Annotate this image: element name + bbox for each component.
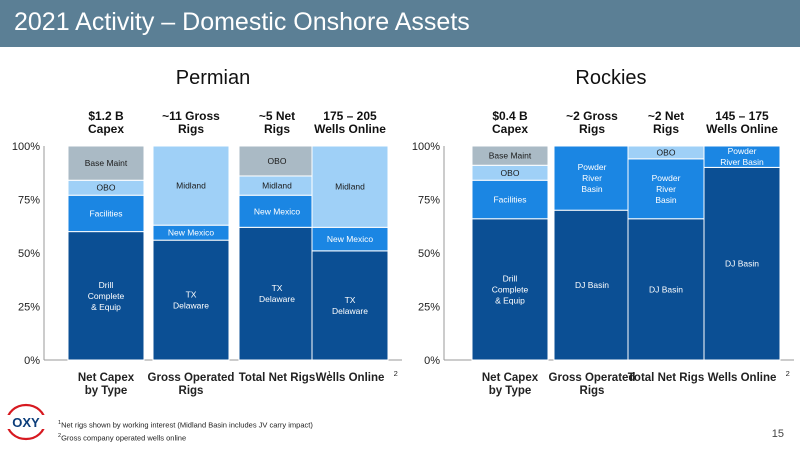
bar-segment bbox=[67, 194, 145, 233]
chart-title: Permian bbox=[176, 67, 250, 89]
x-category-label: Total Net Rigs bbox=[628, 372, 704, 384]
oxy-logo: OXY bbox=[5, 403, 47, 441]
segment-label: Drill Complete & Equip bbox=[88, 280, 125, 312]
y-tick-label: 75% bbox=[418, 195, 440, 207]
y-tick-label: 50% bbox=[418, 248, 440, 260]
segment-label: TX Delaware bbox=[259, 283, 295, 304]
x-category-label: Gross Operated Rigs bbox=[549, 372, 636, 397]
y-tick-label: 0% bbox=[424, 355, 440, 367]
bar-segment bbox=[627, 158, 705, 220]
category-header: ~2 Gross Rigs bbox=[566, 109, 618, 136]
segment-label: Facilities bbox=[493, 195, 526, 205]
x-category-label: Wells Online bbox=[316, 372, 385, 384]
bar-segment bbox=[238, 226, 316, 361]
segment-label: DJ Basin bbox=[649, 284, 683, 294]
y-tick-label: 25% bbox=[18, 302, 40, 314]
footnote-2: 2Gross company operated wells online bbox=[58, 432, 187, 443]
bar-segment bbox=[471, 179, 549, 220]
segment-label: Base Maint bbox=[85, 158, 128, 168]
bar-segment bbox=[471, 218, 549, 361]
x-category-sup: 2 bbox=[786, 369, 790, 378]
bar-segment bbox=[703, 145, 781, 168]
segment-label: Powder River Basin bbox=[720, 146, 764, 167]
x-category-sup: 1 bbox=[327, 369, 331, 378]
x-category-label: Gross Operated Rigs bbox=[148, 372, 235, 397]
category-header: ~11 Gross Rigs bbox=[162, 109, 220, 136]
segment-label: TX Delaware bbox=[173, 290, 209, 311]
footnote-1: 1Net rigs shown by working interest (Mid… bbox=[58, 420, 313, 430]
bar-segment bbox=[152, 145, 230, 226]
chart-title: Rockies bbox=[575, 67, 646, 89]
x-category-sup: 2 bbox=[394, 369, 398, 378]
bar-segment bbox=[627, 218, 705, 361]
segment-label: Midland bbox=[176, 181, 206, 191]
segment-label: OBO bbox=[97, 183, 116, 193]
bar-segment bbox=[703, 166, 781, 361]
y-tick-label: 100% bbox=[12, 141, 40, 153]
logo-text: OXY bbox=[12, 415, 40, 430]
segment-label: OBO bbox=[657, 147, 676, 157]
segment-label: Midland bbox=[335, 182, 365, 192]
footnotes: 1Net rigs shown by working interest (Mid… bbox=[58, 418, 313, 443]
x-category-label: Net Capex by Type bbox=[78, 372, 135, 397]
segment-label: Powder River Basin bbox=[578, 162, 607, 194]
bar-segment bbox=[553, 145, 631, 211]
bar-segment bbox=[311, 145, 389, 228]
segment-label: OBO bbox=[268, 156, 287, 166]
segment-label: DJ Basin bbox=[575, 280, 609, 290]
x-category-label: Wells Online bbox=[708, 372, 777, 384]
x-category-label: Net Capex by Type bbox=[482, 372, 539, 397]
segment-label: Midland bbox=[262, 181, 292, 191]
category-header: ~2 Net Rigs bbox=[648, 109, 684, 136]
category-header: $0.4 B Capex bbox=[492, 109, 528, 136]
category-header: $1.2 B Capex bbox=[88, 109, 124, 136]
y-tick-label: 25% bbox=[418, 302, 440, 314]
segment-label: New Mexico bbox=[327, 234, 374, 244]
chart-rockies: Rockies 0% 25% 50% 75% 100% $0.4 B Capex Drill Co… bbox=[412, 67, 794, 397]
y-tick-label: 100% bbox=[412, 141, 440, 153]
chart-permian: Permian 0% 25% 50% 75% 100% $1.2 B Capex Drill Co… bbox=[12, 67, 402, 397]
page-title: 2021 Activity – Domestic Onshore Assets bbox=[14, 8, 470, 36]
segment-label: New Mexico bbox=[168, 228, 215, 238]
bar-segment bbox=[67, 231, 145, 361]
bar-segment bbox=[471, 145, 549, 166]
category-header: 175 – 205 Wells Online bbox=[314, 109, 386, 136]
y-tick-label: 50% bbox=[18, 248, 40, 260]
segment-label: Facilities bbox=[89, 208, 122, 218]
y-tick-label: 0% bbox=[24, 355, 40, 367]
segment-label: Base Maint bbox=[489, 151, 532, 161]
segment-label: DJ Basin bbox=[725, 259, 759, 269]
category-header: 145 – 175 Wells Online bbox=[706, 109, 778, 136]
segment-label: TX Delaware bbox=[332, 295, 368, 316]
segment-label: Drill Complete & Equip bbox=[492, 273, 529, 305]
y-tick-label: 75% bbox=[18, 195, 40, 207]
category-header: ~5 Net Rigs bbox=[259, 109, 295, 136]
bar-segment bbox=[238, 145, 316, 177]
bar-segment bbox=[553, 209, 631, 361]
segment-label: Powder River Basin bbox=[652, 173, 681, 205]
page-number: 15 bbox=[771, 428, 784, 440]
segment-label: OBO bbox=[501, 168, 520, 178]
segment-label: New Mexico bbox=[254, 206, 301, 216]
bar-segment bbox=[311, 250, 389, 361]
bar-segment bbox=[67, 145, 145, 181]
x-category-label: Total Net Rigs bbox=[239, 372, 315, 384]
header-bar: 2021 Activity – Domestic Onshore Assets bbox=[0, 0, 800, 47]
